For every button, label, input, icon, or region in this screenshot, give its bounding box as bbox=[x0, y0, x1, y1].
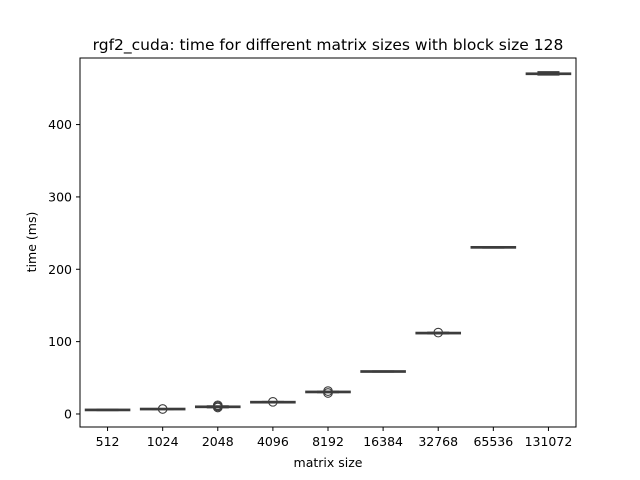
x-tick-label: 8192 bbox=[312, 434, 344, 449]
outlier-point bbox=[323, 386, 333, 396]
box-group-4096 bbox=[250, 396, 296, 407]
x-tick-label: 131072 bbox=[525, 434, 573, 449]
box-group-65536 bbox=[470, 245, 517, 249]
x-tick-label: 32768 bbox=[418, 434, 458, 449]
y-tick-label: 400 bbox=[48, 117, 72, 132]
box-group-2048 bbox=[194, 400, 241, 413]
box-group-32768 bbox=[415, 327, 462, 338]
x-tick-label: 2048 bbox=[202, 434, 234, 449]
x-tick-label: 1024 bbox=[147, 434, 179, 449]
y-tick-label: 0 bbox=[64, 406, 72, 421]
box-group-16384 bbox=[360, 370, 406, 373]
plot-frame bbox=[79, 57, 577, 428]
outlier-point bbox=[212, 400, 223, 411]
box-group-512 bbox=[84, 408, 131, 412]
x-tick-label: 4096 bbox=[257, 434, 289, 449]
y-tick-label: 300 bbox=[48, 189, 72, 204]
box-group-1024 bbox=[139, 404, 186, 414]
plot-area bbox=[84, 71, 572, 414]
axes: 0 100 200 300 400 512 1024 2048 4096 8192 16384 327… bbox=[48, 57, 577, 449]
y-axis-label: time (ms) bbox=[24, 212, 39, 273]
y-tick-label: 200 bbox=[48, 262, 72, 277]
x-tick-label: 512 bbox=[96, 434, 120, 449]
box-group-131072 bbox=[525, 71, 572, 76]
outlier-point bbox=[433, 327, 444, 338]
outlier-point bbox=[268, 396, 278, 407]
x-tick-label: 16384 bbox=[363, 434, 403, 449]
y-tick-label: 100 bbox=[48, 334, 72, 349]
chart-title: rgf2_cuda: time for different matrix siz… bbox=[93, 36, 564, 55]
outlier-point bbox=[157, 404, 168, 414]
x-tick-label: 65536 bbox=[473, 434, 513, 449]
box-group-8192 bbox=[305, 386, 351, 398]
x-axis-label: matrix size bbox=[294, 455, 363, 470]
